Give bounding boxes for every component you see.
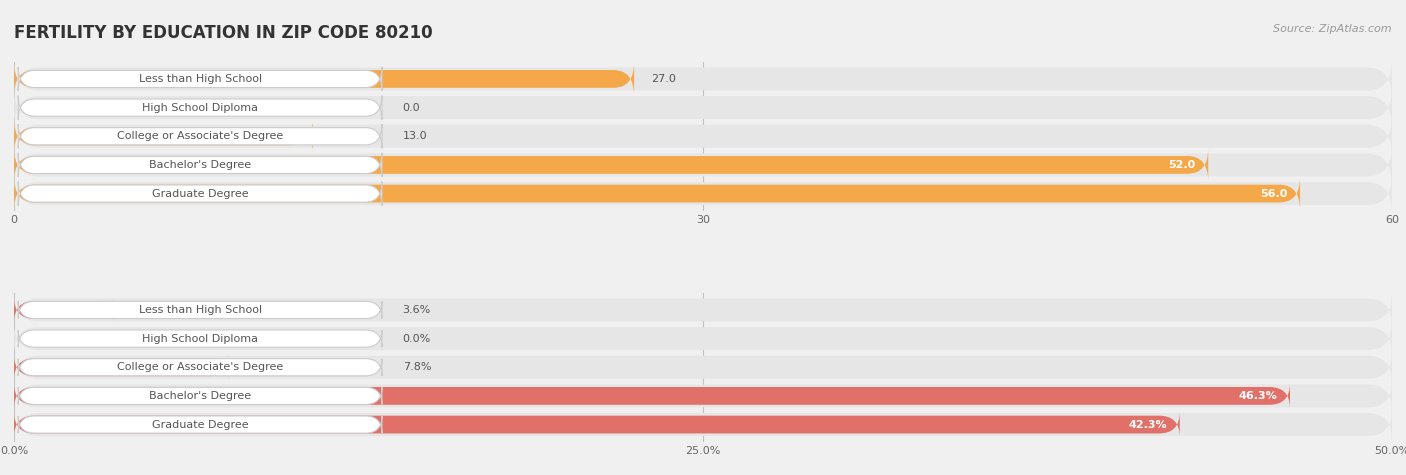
- Text: High School Diploma: High School Diploma: [142, 103, 259, 113]
- Text: Graduate Degree: Graduate Degree: [152, 419, 249, 429]
- Text: Source: ZipAtlas.com: Source: ZipAtlas.com: [1274, 24, 1392, 34]
- Text: 27.0: 27.0: [651, 74, 675, 84]
- Text: High School Diploma: High School Diploma: [142, 333, 259, 343]
- Text: Less than High School: Less than High School: [139, 74, 262, 84]
- FancyBboxPatch shape: [14, 145, 1392, 184]
- FancyBboxPatch shape: [14, 117, 1392, 156]
- FancyBboxPatch shape: [14, 119, 312, 153]
- FancyBboxPatch shape: [18, 301, 382, 319]
- FancyBboxPatch shape: [18, 359, 382, 376]
- FancyBboxPatch shape: [18, 67, 382, 91]
- Text: 42.3%: 42.3%: [1129, 419, 1167, 429]
- Text: 56.0: 56.0: [1260, 189, 1288, 199]
- FancyBboxPatch shape: [14, 88, 1392, 127]
- Text: Bachelor's Degree: Bachelor's Degree: [149, 160, 252, 170]
- Text: FERTILITY BY EDUCATION IN ZIP CODE 80210: FERTILITY BY EDUCATION IN ZIP CODE 80210: [14, 24, 433, 42]
- FancyBboxPatch shape: [18, 153, 382, 177]
- FancyBboxPatch shape: [18, 330, 382, 347]
- FancyBboxPatch shape: [14, 297, 114, 323]
- FancyBboxPatch shape: [14, 353, 1392, 381]
- Text: 0.0: 0.0: [402, 103, 420, 113]
- Text: 3.6%: 3.6%: [402, 305, 430, 315]
- Text: 46.3%: 46.3%: [1239, 391, 1278, 401]
- FancyBboxPatch shape: [14, 412, 1180, 437]
- Text: College or Associate's Degree: College or Associate's Degree: [117, 131, 283, 141]
- Text: 7.8%: 7.8%: [402, 362, 432, 372]
- FancyBboxPatch shape: [18, 416, 382, 433]
- Text: Less than High School: Less than High School: [139, 305, 262, 315]
- FancyBboxPatch shape: [14, 383, 1289, 408]
- FancyBboxPatch shape: [14, 62, 634, 96]
- Text: 13.0: 13.0: [402, 131, 427, 141]
- FancyBboxPatch shape: [18, 124, 382, 148]
- FancyBboxPatch shape: [14, 381, 1392, 410]
- FancyBboxPatch shape: [14, 174, 1392, 213]
- Text: College or Associate's Degree: College or Associate's Degree: [117, 362, 283, 372]
- Text: 0.0%: 0.0%: [402, 333, 430, 343]
- FancyBboxPatch shape: [14, 410, 1392, 439]
- Text: Bachelor's Degree: Bachelor's Degree: [149, 391, 252, 401]
- FancyBboxPatch shape: [14, 177, 1301, 210]
- FancyBboxPatch shape: [18, 95, 382, 120]
- Text: 52.0: 52.0: [1168, 160, 1197, 170]
- FancyBboxPatch shape: [14, 324, 1392, 353]
- FancyBboxPatch shape: [14, 355, 229, 380]
- FancyBboxPatch shape: [14, 295, 1392, 324]
- FancyBboxPatch shape: [14, 148, 1208, 182]
- Text: Graduate Degree: Graduate Degree: [152, 189, 249, 199]
- FancyBboxPatch shape: [14, 59, 1392, 98]
- FancyBboxPatch shape: [18, 387, 382, 405]
- FancyBboxPatch shape: [18, 181, 382, 206]
